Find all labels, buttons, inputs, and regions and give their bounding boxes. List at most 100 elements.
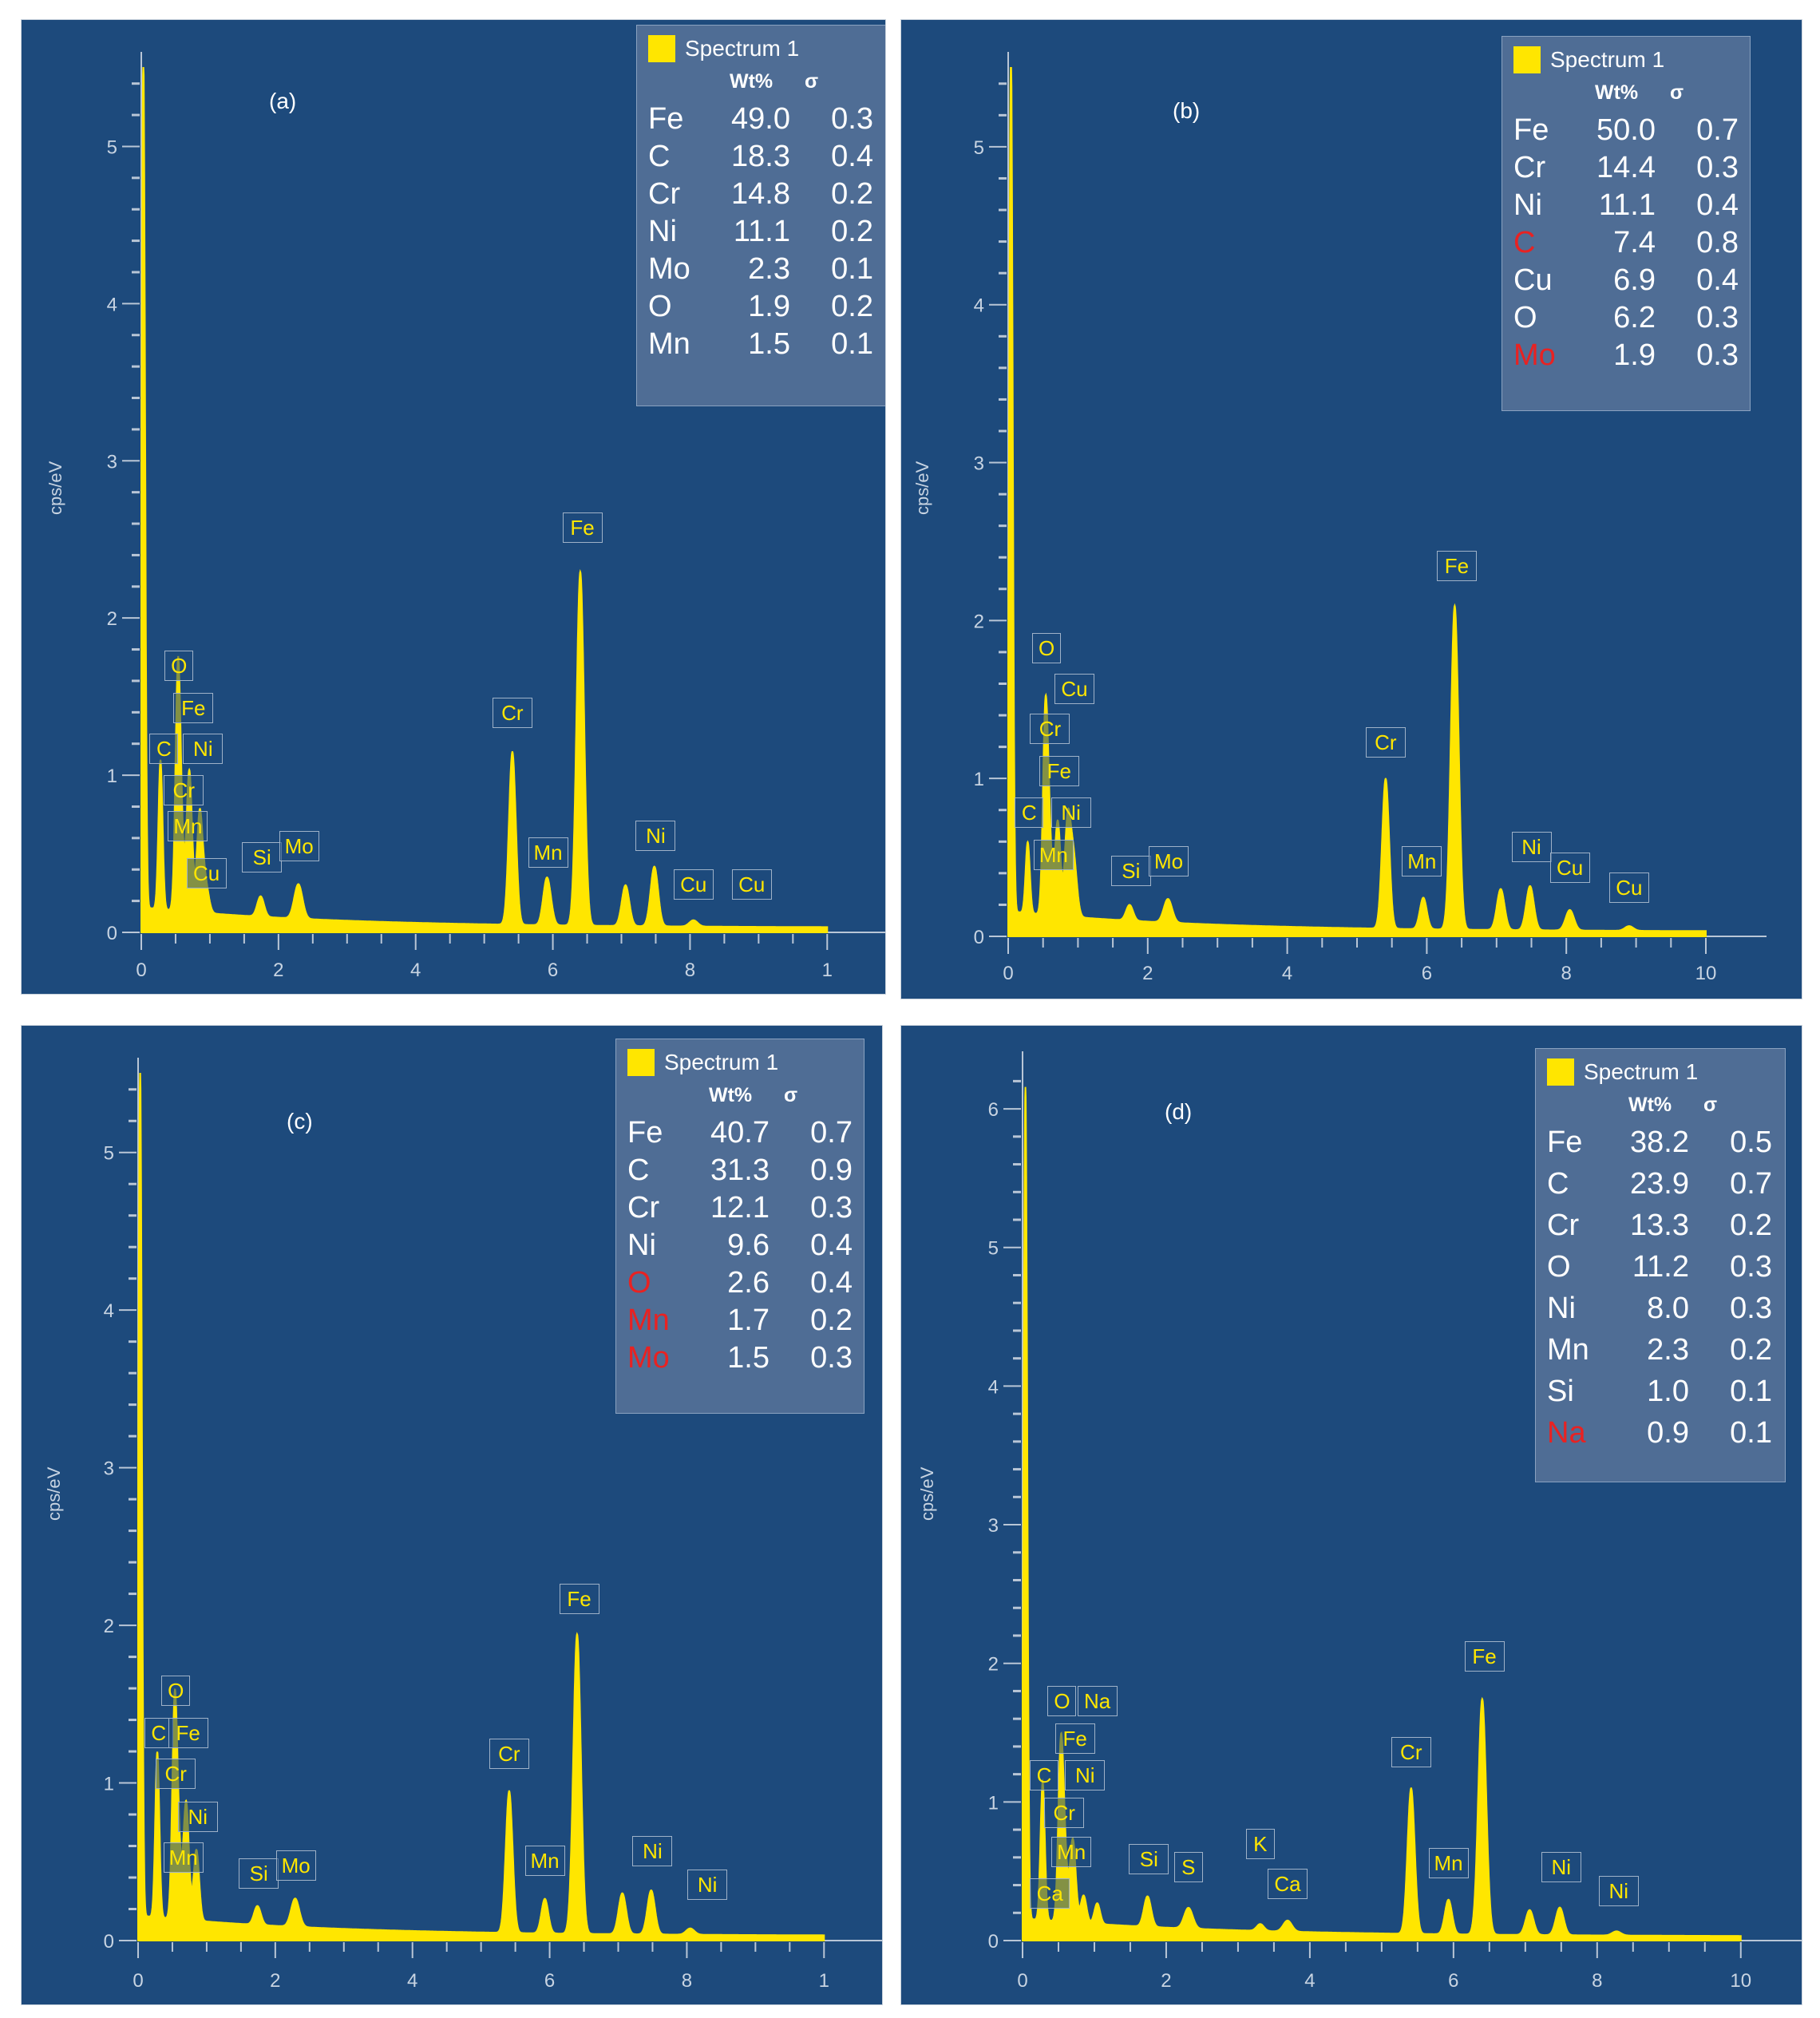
peak-label: Cu <box>673 869 714 900</box>
y-tick-label: 1 <box>107 766 117 787</box>
x-tick-label: 8 <box>682 1970 692 1992</box>
x-tick-label: 0 <box>136 960 146 981</box>
peak-label: C <box>149 734 179 765</box>
peak-label: Cr <box>156 1759 196 1790</box>
panel-label: (c) <box>287 1109 313 1134</box>
legend-row: Cr 14.8 0.2 <box>648 177 880 214</box>
spectrum-1-curve <box>1007 67 1707 937</box>
legend-swatch <box>627 1049 655 1076</box>
weight-percent: 2.3 <box>1647 1333 1689 1367</box>
element-symbol: Si <box>1547 1375 1574 1408</box>
x-tick-label: 4 <box>1304 1970 1315 1992</box>
peak-label: Cr <box>1365 727 1406 758</box>
peak-label: Cu <box>186 857 227 888</box>
element-symbol: Cr <box>648 177 681 211</box>
sigma-value: 0.2 <box>1730 1209 1772 1242</box>
x-tick-label: 8 <box>1561 963 1572 984</box>
peak-label: Ni <box>687 1869 728 1900</box>
peak-label: Ni <box>1511 832 1552 863</box>
sigma-value: 0.4 <box>831 140 873 173</box>
peak-label: Fe <box>1436 550 1477 581</box>
peak-label: K <box>1245 1828 1275 1859</box>
sigma-value: 0.1 <box>1730 1375 1772 1408</box>
legend-row: Cr 13.3 0.2 <box>1547 1209 1778 1245</box>
y-tick-label: 4 <box>107 294 117 315</box>
peak-label: O <box>164 650 194 681</box>
y-tick-label: 5 <box>988 1238 999 1260</box>
legend: Spectrum 1 Wt% σ Fe 49.0 0.3 C 18.3 0.4 Cr 14.8 0.2… <box>636 25 885 406</box>
legend-row: O 2.6 0.4 <box>627 1266 859 1303</box>
x-tick-label: 4 <box>407 1970 417 1992</box>
weight-percent: 40.7 <box>710 1116 770 1149</box>
peak-label: Cr <box>1044 1798 1085 1829</box>
peak-label: C <box>1015 797 1044 828</box>
sigma-value: 0.4 <box>1696 263 1739 297</box>
peak-label: Ca <box>1030 1878 1070 1909</box>
element-symbol: Mo <box>1513 338 1556 372</box>
y-axis-label: cps/eV <box>912 461 932 515</box>
peak-label: O <box>1047 1685 1077 1716</box>
y-axis-label: cps/eV <box>44 1466 64 1521</box>
weight-percent: 1.0 <box>1647 1375 1689 1408</box>
legend-row: Mn 2.3 0.2 <box>1547 1333 1778 1370</box>
spectrum-plot: 0 1 2 3 4 5 0 2 4 6 8 10 <box>974 52 1767 984</box>
weight-percent: 11.2 <box>1632 1250 1689 1284</box>
legend-row: Cr 14.4 0.3 <box>1513 151 1745 188</box>
peak-label: Mo <box>1149 845 1189 876</box>
weight-percent: 7.4 <box>1613 226 1656 259</box>
element-symbol: Na <box>1547 1416 1586 1450</box>
element-symbol: Cu <box>1513 263 1553 297</box>
legend-title: Spectrum 1 <box>664 1050 779 1074</box>
peak-label: S <box>1173 1852 1203 1883</box>
element-symbol: Mn <box>1547 1333 1589 1367</box>
sigma-value: 0.1 <box>1730 1416 1772 1450</box>
sigma-value: 0.3 <box>1696 301 1739 334</box>
peak-label: Si <box>239 1858 279 1889</box>
legend-row: C 31.3 0.9 <box>627 1153 859 1190</box>
peak-label: Cr <box>1391 1736 1431 1767</box>
y-tick-label: 5 <box>974 137 984 159</box>
legend-swatch <box>648 35 675 62</box>
peak-label: Ni <box>177 1801 218 1832</box>
element-symbol: Cr <box>1547 1209 1580 1242</box>
legend-title: Spectrum 1 <box>685 36 800 61</box>
legend-swatch <box>1513 46 1541 73</box>
peak-label: Si <box>1110 855 1151 886</box>
spectrum-1-curve <box>137 1073 825 1941</box>
peak-label: Ni <box>1050 797 1091 828</box>
legend-row: C 23.9 0.7 <box>1547 1167 1778 1204</box>
legend-row: Fe 50.0 0.7 <box>1513 113 1745 150</box>
peak-label: Fe <box>562 512 603 543</box>
y-tick-label: 3 <box>974 453 984 475</box>
element-symbol: O <box>1513 301 1537 334</box>
y-tick-label: 6 <box>988 1099 999 1121</box>
weight-percent: 2.6 <box>727 1266 770 1300</box>
sigma-value: 0.1 <box>831 327 873 361</box>
legend-col-sigma: σ <box>1703 1094 1718 1116</box>
peak-label: Mn <box>163 1842 204 1874</box>
y-tick-label: 1 <box>988 1792 999 1814</box>
legend-row: Cr 12.1 0.3 <box>627 1191 859 1228</box>
sigma-value: 0.4 <box>810 1229 853 1262</box>
peak-label: Fe <box>559 1584 599 1615</box>
y-axis-label: cps/eV <box>917 1466 937 1521</box>
peak-label: Cr <box>492 698 532 729</box>
peak-label: Ni <box>1541 1852 1581 1883</box>
weight-percent: 38.2 <box>1630 1126 1689 1159</box>
legend-swatch <box>1547 1058 1574 1086</box>
legend-row: C 18.3 0.4 <box>648 140 880 176</box>
x-tick-label: 4 <box>410 960 421 981</box>
x-tick-label: 2 <box>270 1970 280 1992</box>
legend-title: Spectrum 1 <box>1584 1059 1699 1084</box>
legend: Spectrum 1 Wt% σ Fe 40.7 0.7 C 31.3 0.9 Cr 12.1 0.3… <box>615 1039 864 1414</box>
sigma-value: 0.2 <box>1730 1333 1772 1367</box>
y-tick-label: 4 <box>104 1300 114 1322</box>
y-tick-label: 0 <box>974 927 984 948</box>
y-tick-label: 4 <box>988 1376 999 1398</box>
x-tick-label: 1 <box>819 1970 829 1992</box>
sigma-value: 0.7 <box>1730 1167 1772 1201</box>
legend: Spectrum 1 Wt% σ Fe 38.2 0.5 C 23.9 0.7 Cr 13.3 0.2… <box>1535 1048 1786 1482</box>
legend-row: Mn 1.7 0.2 <box>627 1304 859 1340</box>
sigma-value: 0.4 <box>810 1266 853 1300</box>
x-tick-label: 0 <box>1003 963 1013 984</box>
